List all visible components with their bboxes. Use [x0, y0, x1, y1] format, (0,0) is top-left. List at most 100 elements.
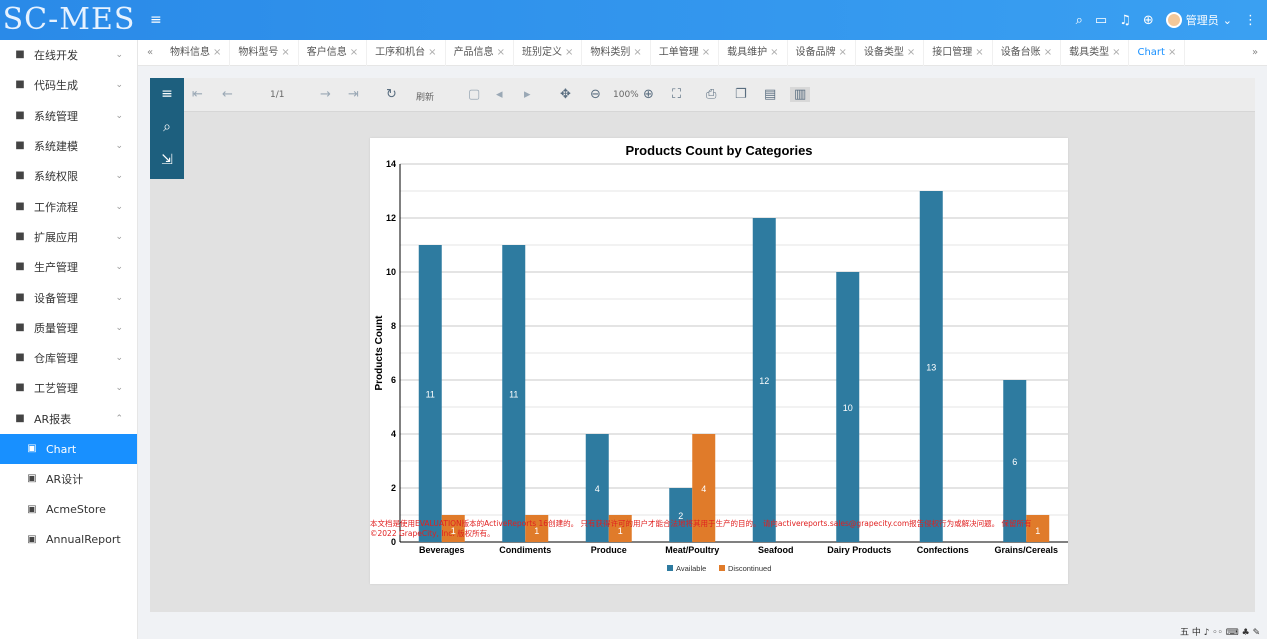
close-icon[interactable]: ×	[349, 46, 359, 58]
pan-icon[interactable]: ✥	[560, 87, 571, 102]
more-icon[interactable]: ⋮	[1244, 12, 1257, 28]
y-tick-label: 6	[391, 375, 396, 385]
tab[interactable]: 接口管理 ×	[924, 39, 993, 66]
next-page-icon[interactable]: →	[320, 87, 331, 102]
tab[interactable]: 班别定义 ×	[514, 39, 583, 66]
search-icon[interactable]: ⌕	[1075, 12, 1083, 28]
sidebar-subitem[interactable]: ▣ AcmeStore	[0, 494, 137, 524]
close-icon[interactable]: ×	[1167, 46, 1177, 58]
sidebar-item-label: 生产管理	[34, 261, 78, 275]
close-icon[interactable]: ×	[838, 46, 847, 58]
zoom-out-icon[interactable]: ⊖	[590, 87, 601, 102]
bar	[836, 272, 860, 542]
tab-label: 产品信息	[453, 46, 494, 58]
sidebar-item[interactable]: ■ 工作流程 ⌄	[0, 191, 137, 221]
tab[interactable]: 载具类型 ×	[1061, 39, 1130, 66]
tab-scroll-left-icon[interactable]: «	[146, 47, 154, 58]
sidebar-item[interactable]: ■ 质量管理 ⌄	[0, 313, 137, 343]
bar	[692, 434, 716, 542]
tab[interactable]: 客户信息 ×	[299, 39, 368, 66]
next-section-icon[interactable]: ▸	[524, 87, 531, 102]
refresh-label[interactable]: 刷新	[416, 93, 435, 103]
sidebar-item[interactable]: ■ 系统管理 ⌄	[0, 101, 137, 131]
legend-swatch	[719, 565, 725, 571]
sidebar-item[interactable]: ■ 代码生成 ⌄	[0, 70, 137, 100]
x-tick-label: Beverages	[419, 545, 465, 555]
tab[interactable]: 产品信息 ×	[446, 39, 514, 66]
sidebar-subitem[interactable]: ▣ AR设计	[0, 464, 137, 494]
refresh-icon[interactable]: ↻	[386, 87, 397, 102]
close-icon[interactable]: ×	[1112, 46, 1121, 58]
tab[interactable]: Chart ×	[1129, 39, 1186, 66]
workflow-icon: ■	[15, 200, 25, 212]
last-page-icon[interactable]: ⇥	[348, 87, 359, 102]
tab[interactable]: 工单管理 ×	[651, 39, 720, 66]
bell-icon[interactable]: ♫	[1119, 12, 1131, 28]
sidebar-item[interactable]: ■ 工艺管理 ⌄	[0, 373, 137, 403]
tab[interactable]: 物料类别 ×	[582, 39, 651, 66]
close-icon[interactable]: ×	[496, 46, 505, 58]
sidebar-subitem-label: AR设计	[46, 473, 84, 487]
chart-icon: ▣	[27, 443, 37, 454]
close-icon[interactable]: ×	[281, 46, 290, 58]
zoom-in-icon[interactable]: ⊕	[643, 87, 654, 102]
sidebar-item-label: 在线开发	[34, 49, 78, 63]
ime-toolbar[interactable]: 五 中 ♪ ◦◦ ⌨ ♣ ✎	[1180, 628, 1261, 638]
sidebar-item[interactable]: ■ 系统权限 ⌄	[0, 161, 137, 191]
sidebar-subitem[interactable]: ▣ Chart	[0, 433, 137, 465]
menu-icon[interactable]: ≡	[150, 12, 162, 28]
book-icon[interactable]: ❐	[735, 87, 747, 102]
prev-section-icon[interactable]: ◂	[496, 87, 503, 102]
tab[interactable]: 物料型号 ×	[230, 39, 299, 66]
tab[interactable]: 设备台账 ×	[993, 39, 1062, 66]
export-icon[interactable]: ⇲	[161, 152, 173, 168]
message-icon[interactable]: ▭	[1094, 12, 1108, 28]
globe-icon[interactable]: ⊕	[1142, 12, 1154, 28]
design-icon: ▣	[27, 473, 37, 485]
user-menu[interactable]: 管理员 ⌄	[1165, 12, 1232, 28]
page-icon[interactable]: ▢	[468, 87, 481, 102]
bar	[502, 245, 526, 542]
chevron-icon: ⌄	[115, 141, 123, 152]
tab[interactable]: 物料信息 ×	[162, 39, 231, 66]
sidebar-item[interactable]: ■ 系统建模 ⌄	[0, 131, 137, 161]
close-icon[interactable]: ×	[564, 46, 574, 58]
close-icon[interactable]: ×	[633, 46, 642, 58]
sidebar-item[interactable]: ■ 生产管理 ⌄	[0, 252, 137, 282]
print-icon[interactable]: ⎙	[706, 87, 717, 102]
chevron-icon: ⌄	[115, 110, 123, 121]
close-icon[interactable]: ×	[1043, 46, 1053, 58]
gear-icon: ■	[15, 109, 25, 121]
store-icon: ▣	[27, 503, 37, 515]
tab-scroll-right-icon[interactable]: »	[1251, 47, 1259, 58]
tab[interactable]: 工序和机台 ×	[367, 39, 446, 66]
close-icon[interactable]: ×	[428, 46, 437, 58]
sidebar-subitem[interactable]: ▣ AnnualReport	[0, 525, 137, 555]
hamburger-icon[interactable]: ≡	[161, 86, 173, 102]
sidebar-item[interactable]: ■ 仓库管理 ⌄	[0, 343, 137, 373]
search-icon[interactable]: ⌕	[163, 119, 171, 135]
sidebar-item[interactable]: ■ 扩展应用 ⌄	[0, 222, 137, 252]
close-icon[interactable]: ×	[975, 46, 984, 58]
chevron-icon: ⌄	[115, 50, 123, 61]
sidebar-item[interactable]: ■ AR报表 ⌃	[0, 404, 137, 434]
sidebar-item[interactable]: ■ 设备管理 ⌄	[0, 282, 137, 312]
first-page-icon[interactable]: ⇤	[192, 87, 203, 102]
fullscreen-icon[interactable]: ⛶	[672, 87, 682, 102]
close-icon[interactable]: ×	[213, 46, 222, 58]
close-icon[interactable]: ×	[906, 46, 916, 58]
close-icon[interactable]: ×	[701, 46, 711, 58]
close-icon[interactable]: ×	[770, 46, 779, 58]
document-icon[interactable]: ▤	[764, 87, 777, 102]
map-icon[interactable]: ▥	[790, 87, 811, 102]
y-tick-label: 14	[386, 159, 396, 169]
tab[interactable]: 载具维护 ×	[719, 39, 788, 66]
zoom-level[interactable]: 100%	[613, 90, 639, 100]
chevron-icon: ⌄	[115, 171, 123, 182]
x-tick-label: Condiments	[499, 545, 551, 555]
tab[interactable]: 设备类型 ×	[856, 39, 925, 66]
sidebar-item[interactable]: ■ 在线开发 ⌄	[0, 40, 137, 70]
prev-page-icon[interactable]: ←	[222, 87, 233, 102]
tab[interactable]: 设备品牌 ×	[788, 39, 856, 66]
